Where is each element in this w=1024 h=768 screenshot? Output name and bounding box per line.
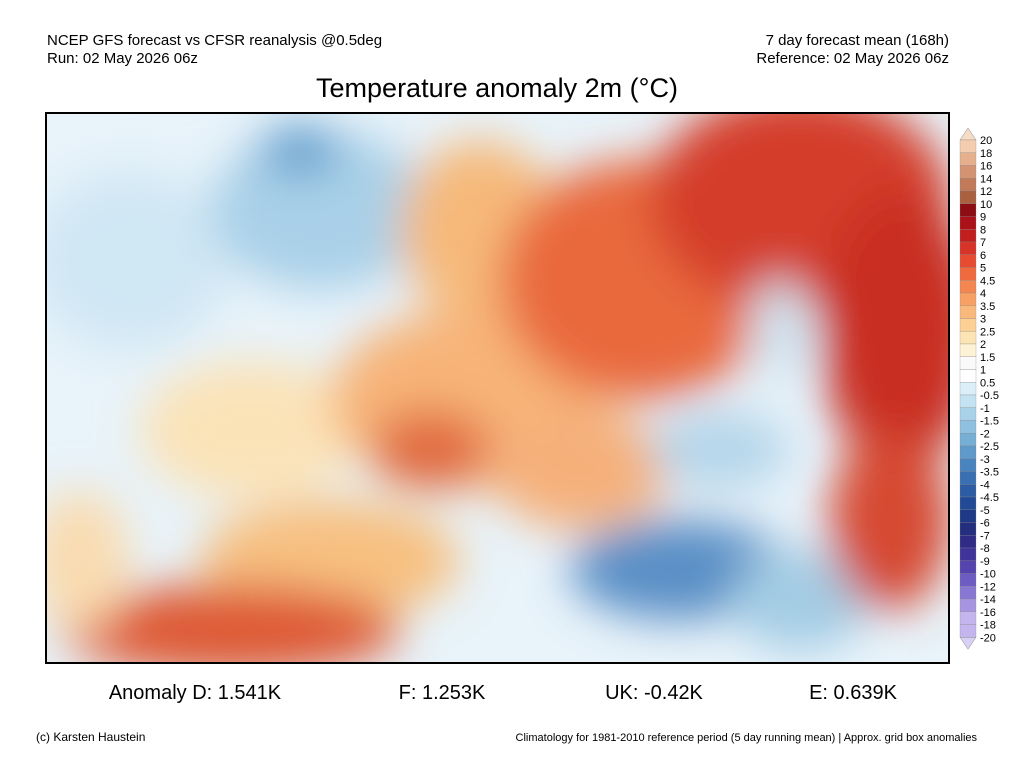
- colorbar-label: -14: [980, 594, 996, 606]
- colorbar-box: [959, 547, 977, 561]
- colorbar-box: [959, 420, 977, 434]
- colorbar-label: -4: [980, 479, 990, 491]
- colorbar-label: 1: [980, 365, 986, 377]
- colorbar-label: -18: [980, 620, 996, 632]
- colorbar-label: -4.5: [980, 492, 999, 504]
- colorbar-box: [959, 433, 977, 447]
- colorbar-label: 6: [980, 250, 986, 262]
- credit: (c) Karsten Haustein: [36, 730, 145, 744]
- colorbar-label: -0.5: [980, 390, 999, 402]
- header-line: Reference: 02 May 2026 06z: [756, 50, 949, 67]
- colorbar-label: 8: [980, 224, 986, 236]
- colorbar-label: 14: [980, 173, 992, 185]
- colorbar-label: -1.5: [980, 416, 999, 428]
- colorbar-box: [959, 382, 977, 396]
- colorbar-label: 12: [980, 186, 992, 198]
- colorbar-label: 9: [980, 212, 986, 224]
- colorbar-box: [959, 458, 977, 472]
- colorbar-box: [959, 560, 977, 574]
- colorbar-label: -10: [980, 569, 996, 581]
- colorbar-label: 5: [980, 263, 986, 275]
- colorbar-box: [959, 241, 977, 255]
- colorbar-box: [959, 598, 977, 612]
- colorbar-box: [959, 229, 977, 243]
- colorbar-box: [959, 509, 977, 523]
- colorbar-box: [959, 139, 977, 153]
- colorbar-box: [959, 267, 977, 281]
- colorbar-box: [959, 178, 977, 192]
- colorbar-box: [959, 586, 977, 600]
- colorbar-label: 16: [980, 161, 992, 173]
- colorbar-label: -7: [980, 530, 990, 542]
- colorbar-box: [959, 318, 977, 332]
- stat: Anomaly D: 1.541K: [109, 682, 282, 704]
- colorbar-box: [959, 573, 977, 587]
- colorbar-label: -3: [980, 454, 990, 466]
- colorbar-label: -1: [980, 403, 990, 415]
- colorbar-label: 2: [980, 339, 986, 351]
- colorbar-label: -16: [980, 607, 996, 619]
- colorbar-end: [959, 637, 977, 650]
- colorbar-box: [959, 190, 977, 204]
- colorbar-box: [959, 203, 977, 217]
- colorbar-box: [959, 280, 977, 294]
- header-line: NCEP GFS forecast vs CFSR reanalysis @0.…: [47, 32, 382, 49]
- colorbar-box: [959, 394, 977, 408]
- colorbar-box: [959, 165, 977, 179]
- colorbar-label: 0.5: [980, 377, 995, 389]
- header-line: Run: 02 May 2026 06z: [47, 50, 198, 67]
- colorbar-label: 1.5: [980, 352, 995, 364]
- colorbar-label: 10: [980, 199, 992, 211]
- colorbar-label: -6: [980, 518, 990, 530]
- colorbar-label: 18: [980, 148, 992, 160]
- colorbar-box: [959, 216, 977, 230]
- colorbar-box: [959, 496, 977, 510]
- colorbar-box: [959, 407, 977, 421]
- colorbar-label: 4: [980, 288, 986, 300]
- colorbar-box: [959, 535, 977, 549]
- colorbar-box: [959, 331, 977, 345]
- colorbar-label: -9: [980, 556, 990, 568]
- colorbar: 201816141210987654.543.532.521.510.5-0.5…: [959, 127, 999, 650]
- colorbar-label: -5: [980, 505, 990, 517]
- colorbar-box: [959, 305, 977, 319]
- colorbar-label: 3: [980, 314, 986, 326]
- colorbar-label: -8: [980, 543, 990, 555]
- footnote: Climatology for 1981-2010 reference peri…: [516, 732, 978, 744]
- colorbar-box: [959, 611, 977, 625]
- colorbar-box: [959, 445, 977, 459]
- colorbar-label: -12: [980, 581, 996, 593]
- colorbar-label: -2.5: [980, 441, 999, 453]
- anomaly-map: [46, 113, 949, 663]
- colorbar-box: [959, 356, 977, 370]
- colorbar-label: 2.5: [980, 326, 995, 338]
- colorbar-label: 3.5: [980, 301, 995, 313]
- colorbar-box: [959, 292, 977, 306]
- map-frame: [45, 112, 950, 664]
- colorbar-box: [959, 484, 977, 498]
- colorbar-label: 7: [980, 237, 986, 249]
- colorbar-box: [959, 343, 977, 357]
- colorbar-box: [959, 522, 977, 536]
- colorbar-label: 4.5: [980, 275, 995, 287]
- colorbar-box: [959, 624, 977, 638]
- colorbar-box: [959, 152, 977, 166]
- colorbar-label: -3.5: [980, 467, 999, 479]
- colorbar-label: -20: [980, 632, 996, 644]
- colorbar-label: -2: [980, 428, 990, 440]
- stat: F: 1.253K: [399, 682, 486, 704]
- colorbar-box: [959, 471, 977, 485]
- colorbar-end: [959, 127, 977, 141]
- colorbar-box: [959, 254, 977, 268]
- stat: E: 0.639K: [809, 682, 898, 704]
- header-line: 7 day forecast mean (168h): [766, 32, 949, 49]
- colorbar-box: [959, 369, 977, 383]
- stat: UK: -0.42K: [605, 682, 703, 704]
- title: Temperature anomaly 2m (°C): [316, 73, 678, 103]
- colorbar-label: 20: [980, 135, 992, 147]
